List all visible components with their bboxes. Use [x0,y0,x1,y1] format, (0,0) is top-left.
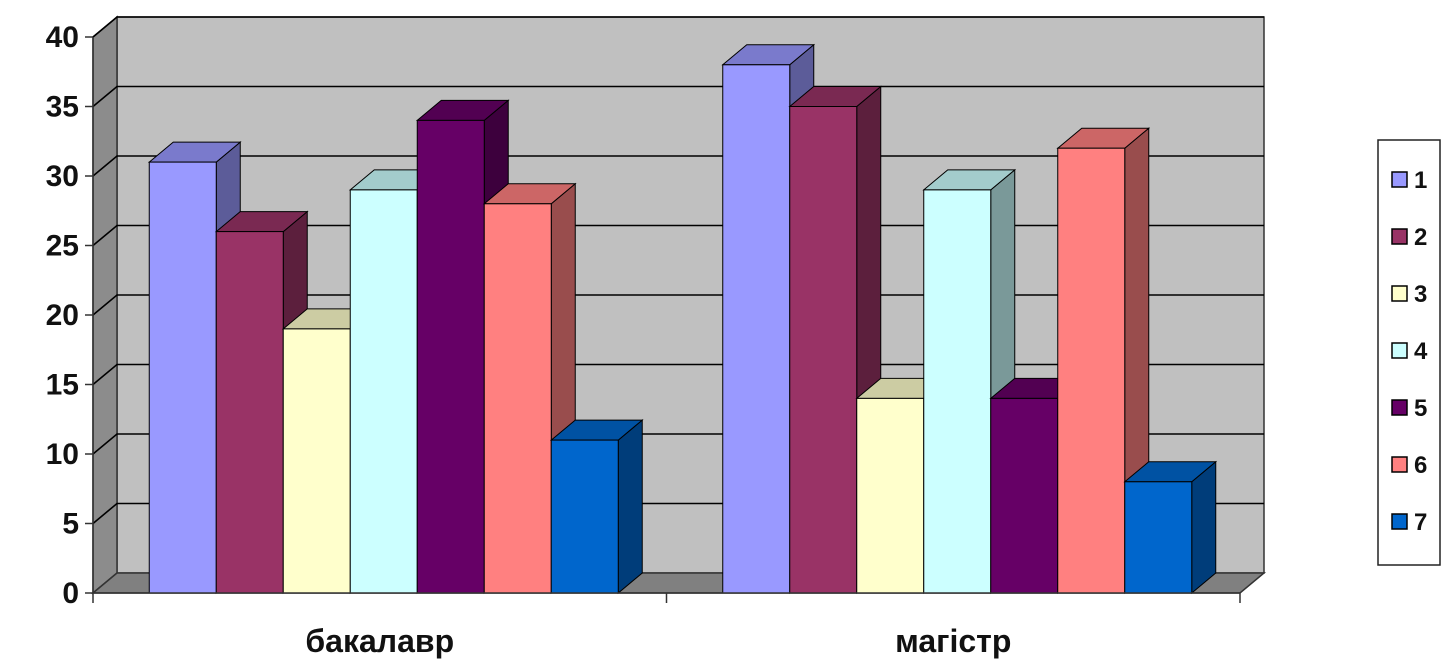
legend-label: 7 [1414,509,1427,536]
y-tick-label: 15 [46,369,79,402]
legend-swatch [1391,171,1408,188]
bars [147,43,1218,595]
y-axis: 0 5 10 15 20 25 30 35 40 [46,21,94,610]
bar-side [1191,460,1217,595]
bar [856,397,925,594]
legend-label: 5 [1414,395,1427,422]
y-tick-label: 40 [46,21,79,54]
legend-swatch [1391,228,1408,245]
y-tick-label: 25 [46,230,79,263]
legend-label: 2 [1414,224,1427,251]
gridline [92,363,1264,386]
bar [550,439,619,594]
legend-swatch [1391,399,1408,416]
bar [789,106,858,594]
bar [148,161,217,594]
bar [990,397,1059,594]
x-axis: бакалавр магістр [92,592,1241,659]
bar [1124,481,1193,594]
gridline [92,16,1264,38]
bar [416,119,485,594]
y-tick-label: 35 [46,91,79,124]
gridline [92,155,1264,177]
gridlines [92,16,1264,525]
legend-swatch [1391,513,1408,530]
y-tick-label: 20 [46,299,79,332]
legend-label: 1 [1414,167,1427,194]
x-category-label: бакалавр [305,623,454,659]
legend-box [1377,139,1441,566]
legend-swatch [1391,285,1408,302]
legend-label: 4 [1414,338,1428,365]
legend-label: 6 [1414,452,1427,479]
y-tick-label: 10 [46,438,79,471]
bar [282,328,351,594]
gridline [92,85,1264,108]
bar [722,64,791,594]
legend-swatch [1391,342,1408,359]
y-tick-label: 5 [62,508,79,541]
bar [215,231,284,594]
bar-side [617,419,643,595]
bar [1057,147,1126,594]
gridline [92,224,1264,247]
bar [483,203,552,594]
bar [923,189,992,594]
legend: 1 2 3 4 5 6 7 [1377,139,1441,566]
gridline [92,294,1264,316]
y-tick-label: 30 [46,160,79,193]
legend-label: 3 [1414,281,1427,308]
bar [349,189,418,594]
y-tick-label: 0 [62,577,79,610]
x-category-label: магістр [895,623,1011,659]
legend-swatch [1391,456,1408,473]
